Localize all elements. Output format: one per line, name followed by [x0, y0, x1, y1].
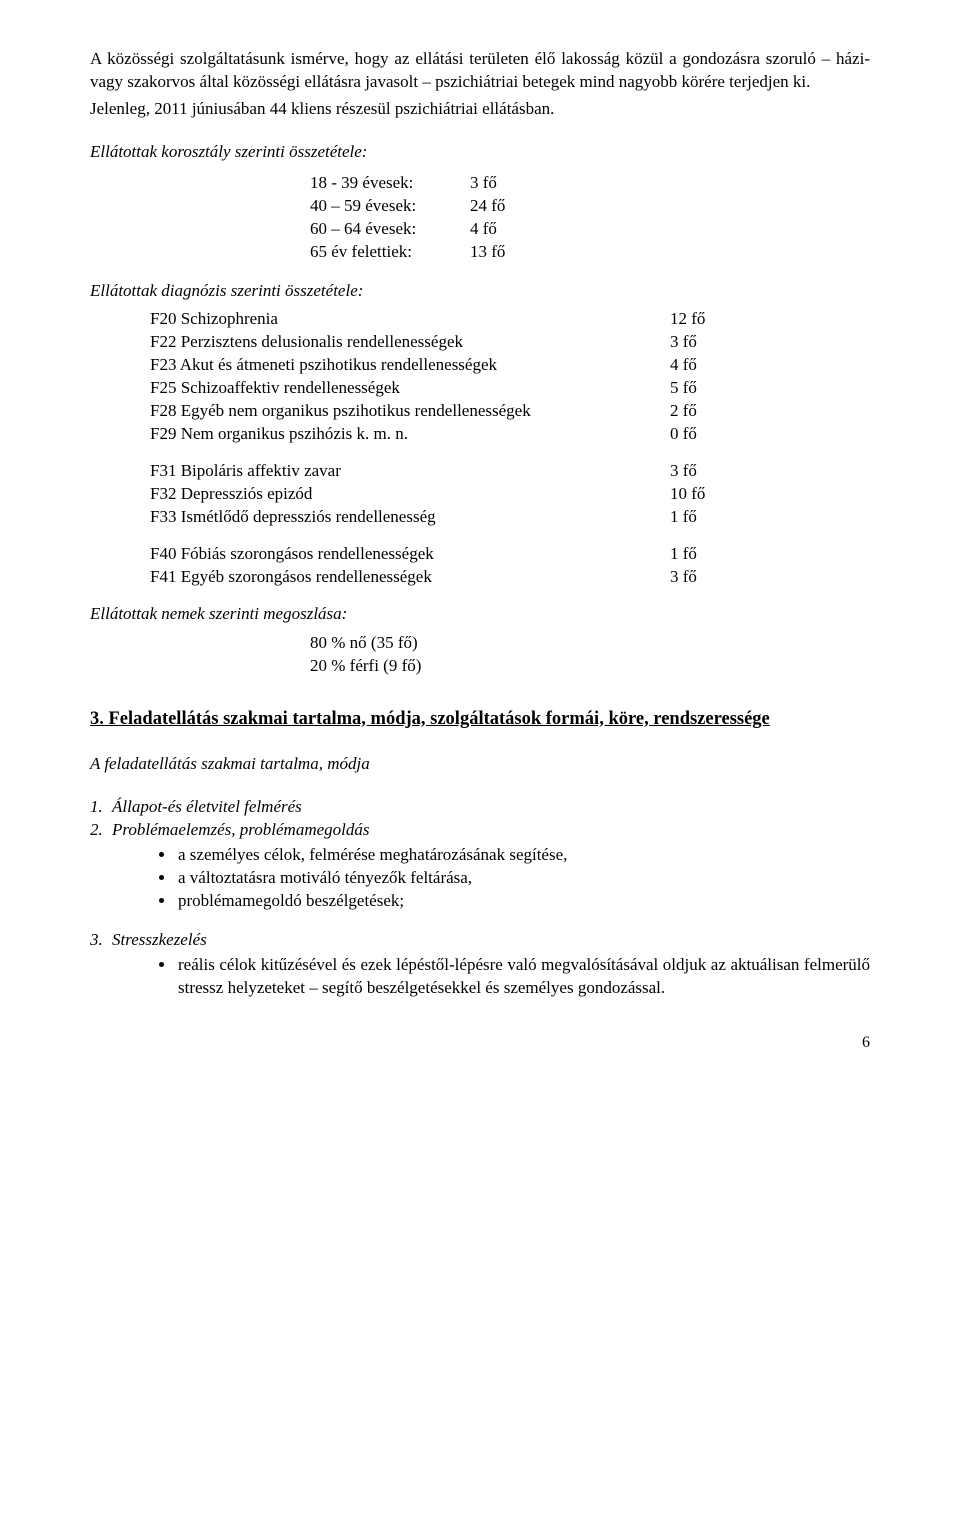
section-3-subheading: A feladatellátás szakmai tartalma, módja	[90, 753, 870, 776]
diag-row: F41 Egyéb szorongásos rendellenességek3 …	[150, 566, 870, 589]
diag-label: F33 Ismétlődő depressziós rendellenesség	[150, 506, 670, 529]
gender-section-title: Ellátottak nemek szerinti megoszlása:	[90, 603, 870, 626]
diag-row: F28 Egyéb nem organikus pszihotikus rend…	[150, 400, 870, 423]
age-row: 65 év felettiek: 13 fő	[310, 241, 870, 264]
diag-group-2: F31 Bipoláris affektiv zavar3 fő F32 Dep…	[150, 460, 870, 529]
diag-label: F29 Nem organikus pszihózis k. m. n.	[150, 423, 670, 446]
section-3-heading: 3. Feladatellátás szakmai tartalma, módj…	[90, 706, 870, 734]
age-label: 18 - 39 évesek:	[310, 172, 470, 195]
diag-section-title: Ellátottak diagnózis szerinti összetétel…	[90, 280, 870, 303]
diag-group-3: F40 Fóbiás szorongásos rendellenességek1…	[150, 543, 870, 589]
diag-value: 10 fő	[670, 483, 750, 506]
bullets-item-3: reális célok kitűzésével és ezek lépéstő…	[176, 954, 870, 1000]
gender-block: 80 % nő (35 fő) 20 % férfi (9 fő)	[310, 632, 870, 678]
bullet: reális célok kitűzésével és ezek lépéstő…	[176, 954, 870, 1000]
diag-label: F40 Fóbiás szorongásos rendellenességek	[150, 543, 670, 566]
diag-value: 4 fő	[670, 354, 750, 377]
diag-row: F31 Bipoláris affektiv zavar3 fő	[150, 460, 870, 483]
diag-value: 12 fő	[670, 308, 750, 331]
diag-row: F32 Depressziós epizód10 fő	[150, 483, 870, 506]
diag-label: F31 Bipoláris affektiv zavar	[150, 460, 670, 483]
age-row: 40 – 59 évesek: 24 fő	[310, 195, 870, 218]
diag-row: F40 Fóbiás szorongásos rendellenességek1…	[150, 543, 870, 566]
diag-label: F28 Egyéb nem organikus pszihotikus rend…	[150, 400, 670, 423]
item-label: Problémaelemzés, problémamegoldás	[112, 819, 369, 842]
age-value: 13 fő	[470, 241, 550, 264]
age-row: 18 - 39 évesek: 3 fő	[310, 172, 870, 195]
diag-group-1: F20 Schizophrenia12 fő F22 Perzisztens d…	[150, 308, 870, 446]
diag-value: 5 fő	[670, 377, 750, 400]
intro-paragraph-1: A közösségi szolgáltatásunk ismérve, hog…	[90, 48, 870, 94]
bullets-item-2: a személyes célok, felmérése meghatározá…	[176, 844, 870, 913]
intro-paragraph-2: Jelenleg, 2011 júniusában 44 kliens rész…	[90, 98, 870, 121]
bullet: a változtatásra motiváló tényezők feltár…	[176, 867, 870, 890]
page-number: 6	[90, 1032, 870, 1054]
age-value: 4 fő	[470, 218, 550, 241]
item-label: Állapot-és életvitel felmérés	[112, 796, 302, 819]
diag-row: F20 Schizophrenia12 fő	[150, 308, 870, 331]
list-item-1: 1. Állapot-és életvitel felmérés	[90, 796, 870, 819]
gender-row: 80 % nő (35 fő)	[310, 632, 870, 655]
diag-label: F32 Depressziós epizód	[150, 483, 670, 506]
diag-value: 3 fő	[670, 331, 750, 354]
diag-value: 3 fő	[670, 566, 750, 589]
diag-value: 1 fő	[670, 543, 750, 566]
diag-label: F41 Egyéb szorongásos rendellenességek	[150, 566, 670, 589]
diag-label: F23 Akut és átmeneti pszihotikus rendell…	[150, 354, 670, 377]
diag-row: F22 Perzisztens delusionalis rendellenes…	[150, 331, 870, 354]
bullet: problémamegoldó beszélgetések;	[176, 890, 870, 913]
diag-row: F23 Akut és átmeneti pszihotikus rendell…	[150, 354, 870, 377]
list-item-3: 3. Stresszkezelés	[90, 929, 870, 952]
item-label: Stresszkezelés	[112, 929, 207, 952]
item-number: 3.	[90, 929, 112, 952]
diag-value: 2 fő	[670, 400, 750, 423]
gender-row: 20 % férfi (9 fő)	[310, 655, 870, 678]
age-value: 24 fő	[470, 195, 550, 218]
age-row: 60 – 64 évesek: 4 fő	[310, 218, 870, 241]
diag-row: F25 Schizoaffektiv rendellenességek5 fő	[150, 377, 870, 400]
age-label: 60 – 64 évesek:	[310, 218, 470, 241]
diag-row: F33 Ismétlődő depressziós rendellenesség…	[150, 506, 870, 529]
age-label: 65 év felettiek:	[310, 241, 470, 264]
diag-row: F29 Nem organikus pszihózis k. m. n.0 fő	[150, 423, 870, 446]
diag-label: F20 Schizophrenia	[150, 308, 670, 331]
diag-value: 3 fő	[670, 460, 750, 483]
age-table: 18 - 39 évesek: 3 fő 40 – 59 évesek: 24 …	[310, 172, 870, 264]
item-number: 1.	[90, 796, 112, 819]
numbered-list: 1. Állapot-és életvitel felmérés 2. Prob…	[90, 796, 870, 842]
numbered-list-3: 3. Stresszkezelés	[90, 929, 870, 952]
bullet: a személyes célok, felmérése meghatározá…	[176, 844, 870, 867]
diag-label: F22 Perzisztens delusionalis rendellenes…	[150, 331, 670, 354]
age-label: 40 – 59 évesek:	[310, 195, 470, 218]
diag-value: 1 fő	[670, 506, 750, 529]
list-item-2: 2. Problémaelemzés, problémamegoldás	[90, 819, 870, 842]
age-section-title: Ellátottak korosztály szerinti összetéte…	[90, 141, 870, 164]
diag-label: F25 Schizoaffektiv rendellenességek	[150, 377, 670, 400]
age-value: 3 fő	[470, 172, 550, 195]
diag-value: 0 fő	[670, 423, 750, 446]
item-number: 2.	[90, 819, 112, 842]
